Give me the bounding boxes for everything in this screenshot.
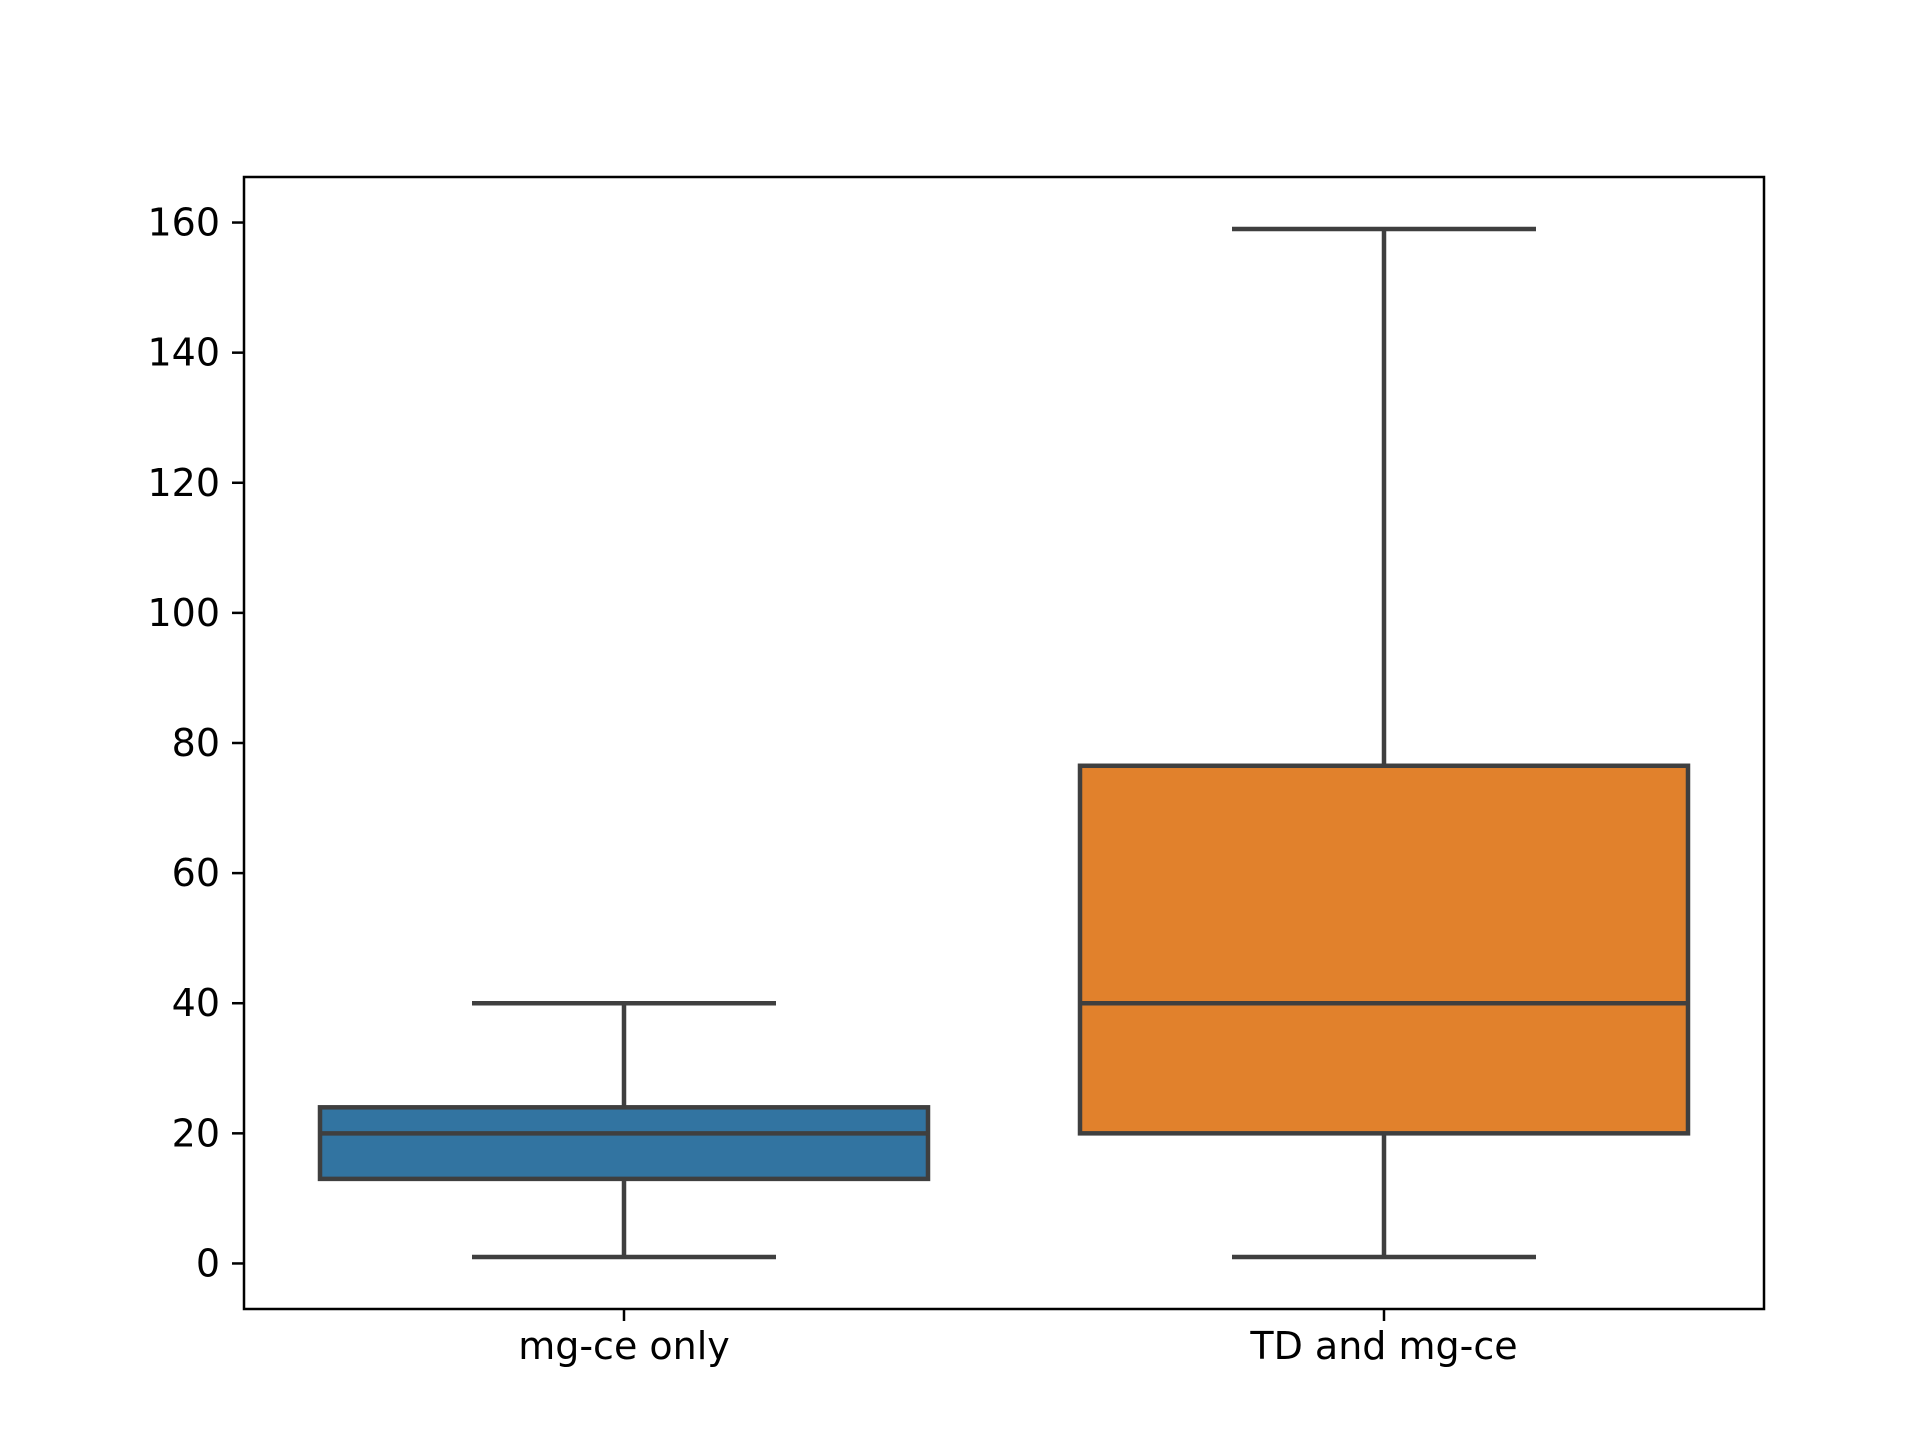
y-tick-label: 100 xyxy=(147,591,220,635)
y-tick-label: 0 xyxy=(196,1241,220,1285)
y-tick-label: 80 xyxy=(172,721,220,765)
y-tick-label: 60 xyxy=(172,851,220,895)
box-group-0 xyxy=(317,1000,931,1260)
x-tick-label: TD and mg-ce xyxy=(1249,1324,1517,1368)
y-tick-label: 160 xyxy=(147,201,220,245)
y-tick-label: 20 xyxy=(172,1111,220,1155)
box-iqr xyxy=(317,1105,931,1182)
x-axis: mg-ce only TD and mg-ce xyxy=(518,1309,1518,1368)
y-axis: 0 20 40 60 80 100 120 140 160 xyxy=(147,201,244,1285)
box-iqr xyxy=(1077,763,1691,1136)
y-tick-label: 140 xyxy=(147,331,220,375)
x-tick-label: mg-ce only xyxy=(518,1324,730,1368)
axes-frame xyxy=(242,175,1766,1311)
box-group-1 xyxy=(1077,226,1691,1260)
y-tick-label: 40 xyxy=(172,981,220,1025)
boxes-layer xyxy=(317,226,1691,1260)
y-tick-label: 120 xyxy=(147,461,220,505)
